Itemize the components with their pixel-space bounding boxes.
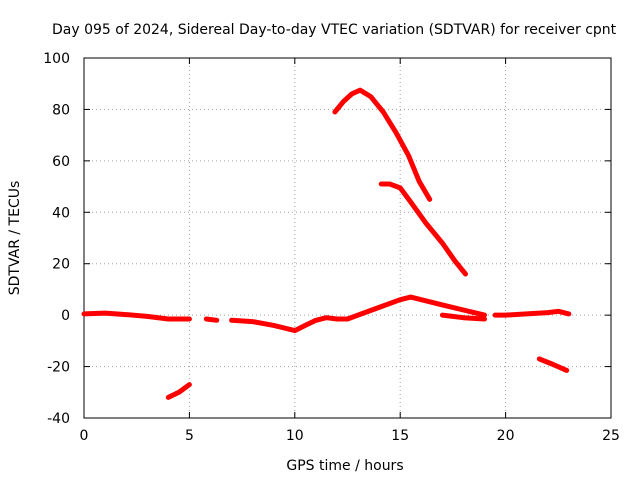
- y-tick-label: 100: [43, 51, 70, 67]
- series-baseline-d: [439, 312, 487, 322]
- series-arc-mid: [378, 181, 468, 277]
- series-group: [81, 87, 572, 400]
- series-baseline-e: [492, 308, 572, 318]
- y-tick-label: 80: [52, 102, 70, 118]
- y-tick-label: 60: [52, 154, 70, 170]
- x-tick-label: 5: [185, 428, 194, 444]
- series-arc-high: [332, 87, 433, 202]
- y-tick-label: 0: [61, 308, 70, 324]
- plot-frame: [83, 57, 612, 419]
- series-baseline-a: [81, 310, 192, 322]
- grid: [84, 58, 611, 418]
- axis-ticks: 0 5 10 15 20 25 -40 -20 0 20 40 60 80 100: [43, 51, 620, 444]
- x-axis-label: GPS time / hours: [286, 458, 403, 474]
- x-tick-label: 0: [80, 428, 89, 444]
- series-dip-late: [536, 356, 570, 373]
- y-tick-label: -20: [47, 360, 70, 376]
- y-axis-label: SDTVAR / TECUs: [7, 181, 23, 296]
- x-tick-label: 20: [497, 428, 515, 444]
- series-baseline-b: [203, 316, 220, 323]
- series-baseline-c: [229, 294, 487, 334]
- x-tick-label: 10: [286, 428, 304, 444]
- x-tick-label: 25: [602, 428, 620, 444]
- series-dip-early: [165, 382, 192, 400]
- chart-title: Day 095 of 2024, Sidereal Day-to-day VTE…: [52, 22, 617, 38]
- y-tick-label: 40: [52, 205, 70, 221]
- x-tick-label: 15: [391, 428, 409, 444]
- y-tick-label: -40: [47, 411, 70, 427]
- y-tick-label: 20: [52, 257, 70, 273]
